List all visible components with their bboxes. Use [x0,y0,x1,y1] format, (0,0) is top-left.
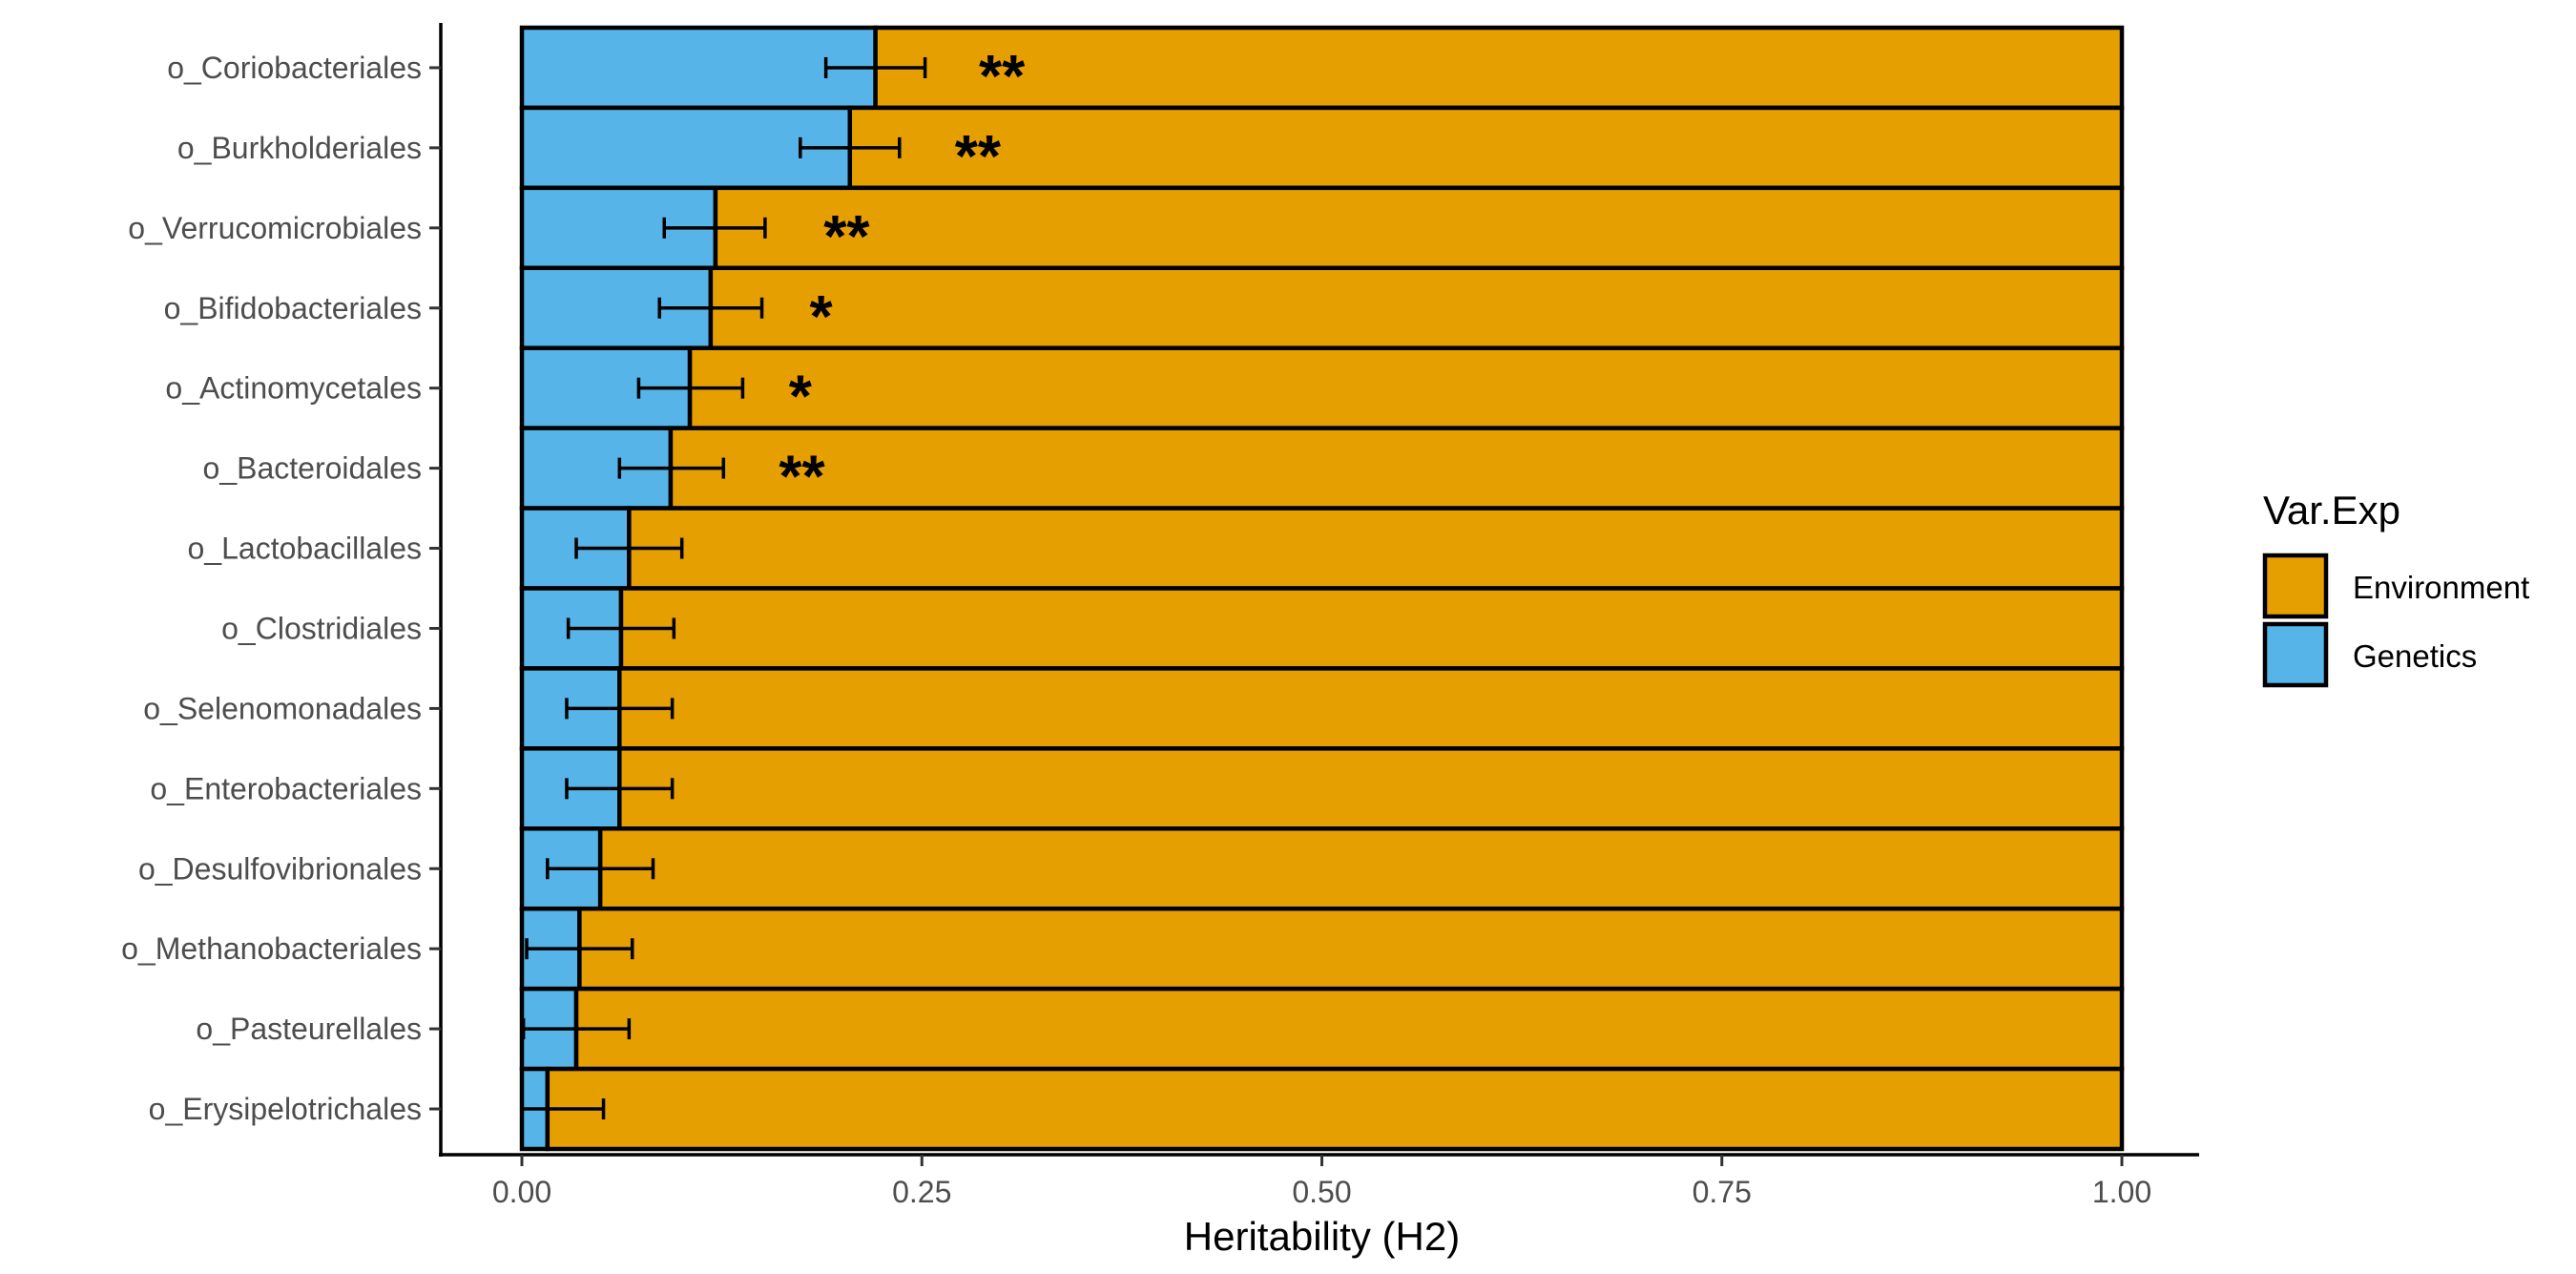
y-tick-label-o-bacteroidales: o_Bacteroidales [203,451,422,486]
y-tick-label-o-burkholderiales: o_Burkholderiales [177,131,422,165]
y-tick-label-o-coriobacteriales: o_Coriobacteriales [167,51,422,85]
error-bar-o-selenomonadales [565,698,675,720]
significance-o-bifidobacteriales: * [810,284,834,350]
error-bar-o-coriobacteriales [823,56,927,78]
error-bar-o-verrucomicrobiales [662,217,767,239]
bars-layer [519,25,2125,1152]
y-tick-label-o-actinomycetales: o_Actinomycetales [165,371,422,406]
x-tick-label: 1.00 [2092,1175,2151,1209]
significance-o-burkholderiales: ** [955,124,1002,190]
legend-entries: Environment Genetics [2262,553,2529,688]
significance-o-verrucomicrobiales: ** [823,204,870,270]
legend-swatch-genetics [2262,621,2329,688]
error-bar-o-clostridiales [566,617,676,639]
y-tick-label-o-methanobacteriales: o_Methanobacteriales [121,931,422,966]
x-tick-label: 0.25 [892,1175,951,1209]
bar-environment-o-enterobacteriales [617,746,2125,831]
error-bar-o-lactobacillales [574,537,684,559]
bar-genetics-o-coriobacteriales [519,25,878,111]
error-bar-o-bacteroidales [617,457,726,479]
axes [439,23,2199,1157]
significance-o-coriobacteriales: ** [979,44,1026,110]
bar-genetics-o-burkholderiales [519,105,853,191]
bar-environment-o-burkholderiales [847,105,2125,191]
x-tick-label: 0.50 [1292,1175,1351,1209]
bar-environment-o-coriobacteriales [873,25,2125,111]
y-tick-label-o-lactobacillales: o_Lactobacillales [188,532,423,566]
bar-environment-o-clostridiales [618,586,2125,671]
bar-environment-o-erysipelotrichales [545,1066,2125,1152]
x-tick-label: 0.75 [1693,1175,1752,1209]
error-bar-o-desulfovibrionales [546,858,655,880]
significance-o-bacteroidales: ** [779,445,825,511]
error-bars-layer [520,56,927,1120]
legend-swatch-environment [2262,553,2329,619]
bar-environment-o-bifidobacteriales [708,265,2125,350]
legend: Var.Exp Environment Genetics [2262,488,2529,688]
bar-environment-o-verrucomicrobiales [713,185,2125,271]
bar-environment-o-bacteroidales [668,426,2125,511]
error-bar-o-bifidobacteriales [657,297,764,319]
bar-environment-o-selenomonadales [617,666,2125,751]
x-axis-title: Heritability (H2) [1184,1214,1460,1259]
y-tick-label-o-bifidobacteriales: o_Bifidobacteriales [164,291,422,325]
bar-environment-o-pasteurellales [573,986,2125,1072]
legend-label-genetics: Genetics [2353,638,2477,674]
y-tick-label-o-pasteurellales: o_Pasteurellales [196,1012,422,1046]
error-bar-o-pasteurellales [521,1018,632,1040]
bar-environment-o-desulfovibrionales [597,826,2125,911]
y-tick-label-o-enterobacteriales: o_Enterobacteriales [150,771,422,805]
bar-environment-o-actinomycetales [687,345,2125,430]
error-bar-o-erysipelotrichales [520,1098,606,1120]
y-tick-label-o-clostridiales: o_Clostridiales [221,611,422,645]
error-bar-o-enterobacteriales [565,778,675,800]
significance-o-actinomycetales: * [789,365,813,430]
x-tick-label: 0.00 [492,1175,551,1209]
bar-environment-o-lactobacillales [627,506,2125,591]
bar-environment-o-methanobacteriales [577,906,2125,992]
error-bar-o-actinomycetales [636,377,745,399]
x-axis-ticks: 0.00 0.25 0.50 0.75 1.00 [492,1155,2151,1209]
legend-title: Var.Exp [2263,488,2400,533]
y-tick-label-o-desulfovibrionales: o_Desulfovibrionales [138,851,422,886]
error-bar-o-methanobacteriales [525,938,634,960]
y-tick-label-o-verrucomicrobiales: o_Verrucomicrobiales [128,211,422,245]
legend-label-environment: Environment [2353,570,2529,605]
error-bar-o-burkholderiales [799,136,902,158]
significance-annotations: ********** [779,44,1026,511]
y-tick-label-o-erysipelotrichales: o_Erysipelotrichales [149,1092,422,1126]
y-tick-label-o-selenomonadales: o_Selenomonadales [143,691,422,725]
y-axis-ticks: o_Coriobacteriales o_Burkholderiales o_Ver… [121,51,441,1126]
